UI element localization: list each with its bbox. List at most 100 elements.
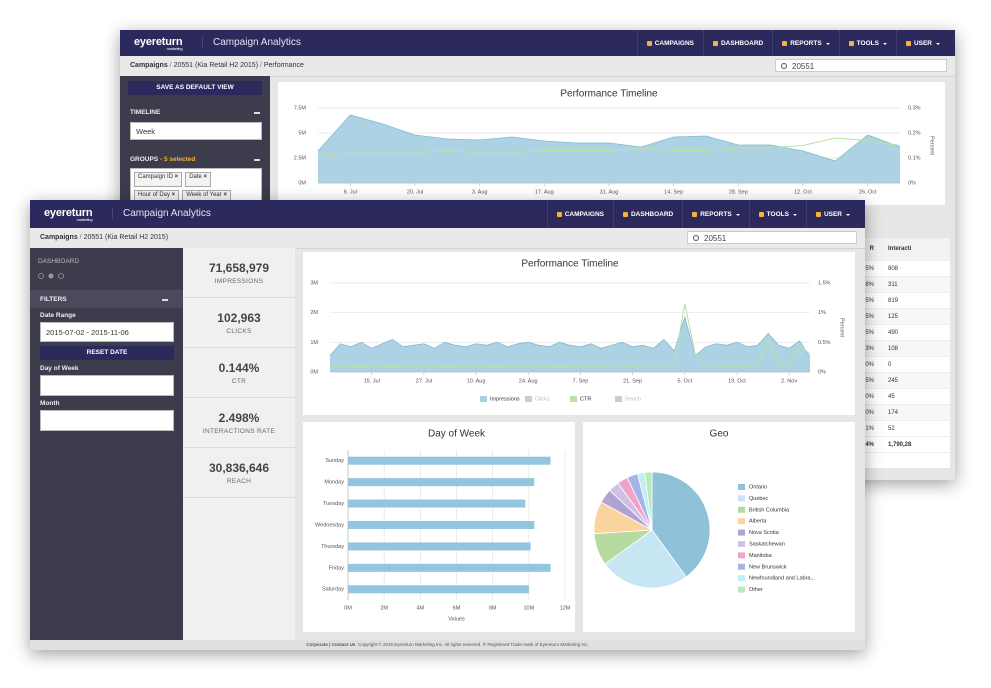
cell: 819 [888,297,899,304]
pie-slice [604,529,687,589]
nav-item[interactable]: CAMPAIGNS [546,200,613,228]
breadcrumb-item[interactable]: Campaigns [40,234,78,241]
legend-label[interactable]: Other [749,587,763,593]
cell: 245 [888,377,899,384]
y-tick-label: 2M [310,310,318,316]
date-input[interactable]: 2015-07-02 - 2015-11-06 [40,322,174,342]
tag[interactable]: Campaign ID [134,172,183,187]
y2-axis-label: Percent [839,318,845,337]
dow-input[interactable] [40,375,174,396]
y2-tick-label: 0% [818,369,826,375]
stat-label: INTERACTIONS RATE [202,428,276,435]
x-tick-label: 6. Jul [344,189,357,195]
x-axis-label: Values [448,616,465,622]
footer-link[interactable]: Contact Us [328,642,356,647]
legend-swatch [738,586,745,593]
line [317,137,901,157]
nav-item[interactable]: DASHBOARD [612,200,682,228]
footer: CorporateContact Us Copyright © 2015 Eye… [30,640,865,650]
legend-label[interactable]: Ontario [749,484,767,490]
y-tick-label: Sunday [325,458,344,464]
legend-label[interactable]: New Brunswick [749,564,787,570]
cell: 52 [888,425,895,432]
collapse-icon[interactable] [162,299,168,301]
table-row: 0% 45 [820,389,950,405]
legend-label[interactable]: Quebec [749,496,769,502]
search-box[interactable]: 20551 [687,231,857,244]
filters-bar [30,290,183,308]
search-box[interactable]: 20551 [775,59,947,72]
legend-label[interactable]: Manitoba [749,553,773,559]
collapse-icon[interactable] [254,159,260,161]
geo-chart: Geo Ontario Quebec British Columbia Alberta N… [583,422,855,632]
legend-label[interactable]: Nova Scotia [749,530,780,536]
legend-label[interactable]: Alberta [749,519,767,525]
footer-link[interactable]: Corporate [306,642,328,647]
stats: 71,658,979 IMPRESSIONS 102,963 CLICKS 0.144%… [183,248,295,640]
reset-button[interactable]: RESET DATE [40,346,174,360]
save-button[interactable]: SAVE AS DEFAULT VIEW [128,81,262,95]
breadcrumb-item[interactable]: Campaigns [130,62,168,69]
legend-label[interactable]: Impressions [490,396,520,402]
groups-title: GROUPS [130,156,159,163]
breadcrumb: Campaigns20551 (Kia Retail H2 2015) [40,228,168,248]
brand: eyereturn marketing [44,207,93,222]
nav-item[interactable]: TOOLS [838,30,896,56]
cell: 5% [865,265,874,272]
stat: 102,963 CLICKS [183,298,295,348]
bar [348,499,526,508]
date-label: Date Range [40,312,76,319]
x-tick-label: 27. Jul [416,378,432,384]
breadcrumb-item[interactable]: Performance [258,62,304,69]
timeline-select[interactable]: Week [130,122,262,140]
y-tick-label: 3M [310,280,318,286]
section-label: DASHBOARD [38,258,80,265]
breadcrumb-item[interactable]: 20551 (Kia Retail H2 2015) [78,234,168,241]
line [329,303,811,368]
chart-title: Performance Timeline [560,89,658,100]
nav-item[interactable]: REPORTS [682,200,748,228]
stat: 30,836,646 REACH [183,448,295,498]
sidebar: DASHBOARD FILTERS Date Range 2015-07-02 … [30,248,183,640]
nav-item[interactable]: USER [895,30,949,56]
dashboard-icons[interactable] [38,272,68,280]
legend-label[interactable]: Newfoundland and Labra... [749,576,816,582]
legend-label[interactable]: CTR [580,396,591,402]
nav-item[interactable]: CAMPAIGNS [636,30,703,56]
nav-item[interactable]: TOOLS [748,200,806,228]
month-input[interactable] [40,410,174,431]
header: eyereturn marketing Campaign Analytics CA… [30,200,865,228]
table-row: 5% 808 [820,261,950,277]
legend-swatch [738,518,745,525]
legend-label[interactable]: Saskatchewan [749,541,785,547]
stat-label: CTR [231,378,247,385]
nav: CAMPAIGNS DASHBOARD REPORTS TOOLS USER [636,30,949,56]
stat: 71,658,979 IMPRESSIONS [183,248,295,298]
nav-item[interactable]: USER [805,200,859,228]
y2-tick-label: 0.5% [818,340,831,346]
cell: 311 [888,281,898,288]
x-tick-label: 5. Oct [677,378,692,384]
footer-text: Copyright © 2015 Eyereturn Marketing Inc… [357,642,589,647]
x-tick-label: 28. Sep [729,189,748,195]
tag[interactable]: Date [185,172,212,187]
nav: CAMPAIGNS DASHBOARD REPORTS TOOLS USER [546,200,859,228]
legend-swatch [738,575,745,582]
legend-label[interactable]: Reach [625,396,641,402]
legend-label[interactable]: British Columbia [749,507,790,513]
cell: 5% [865,329,874,336]
collapse-icon[interactable] [254,112,260,114]
y-tick-label: Saturday [322,587,344,593]
day-of-week-chart: Day of Week 0M 2M 4M 6M 8M 10M 12M Sunday Monday T… [303,422,575,632]
legend-label[interactable]: Clicks [535,396,550,402]
y2-axis-label: Percent [929,136,935,155]
chart-title: Performance Timeline [521,259,619,270]
header: eyereturn marketing Campaign Analytics CA… [120,30,955,56]
legend-swatch [738,563,745,570]
breadcrumb-item[interactable]: 20551 (Kia Retail H2 2015) [168,62,258,69]
table-row: 5% 490 [820,325,950,341]
nav-item[interactable]: DASHBOARD [702,30,772,56]
legend-swatch [738,484,745,490]
nav-item[interactable]: REPORTS [772,30,838,56]
bar [348,456,551,465]
